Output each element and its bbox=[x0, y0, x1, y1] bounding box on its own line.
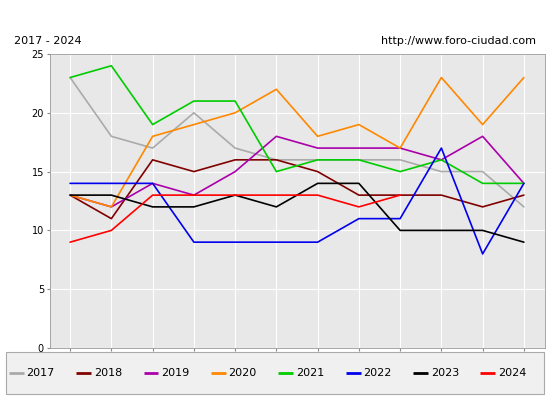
Text: 2017: 2017 bbox=[26, 368, 54, 378]
Text: 2018: 2018 bbox=[94, 368, 122, 378]
FancyBboxPatch shape bbox=[6, 352, 544, 394]
Text: 2017 - 2024: 2017 - 2024 bbox=[14, 36, 81, 46]
Text: 2023: 2023 bbox=[431, 368, 459, 378]
Text: 2019: 2019 bbox=[161, 368, 189, 378]
Text: Evolucion del paro registrado en El Poal: Evolucion del paro registrado en El Poal bbox=[123, 8, 427, 22]
Text: 2022: 2022 bbox=[363, 368, 392, 378]
Text: 2020: 2020 bbox=[228, 368, 257, 378]
Text: 2024: 2024 bbox=[498, 368, 526, 378]
Text: 2021: 2021 bbox=[296, 368, 324, 378]
Text: http://www.foro-ciudad.com: http://www.foro-ciudad.com bbox=[381, 36, 536, 46]
